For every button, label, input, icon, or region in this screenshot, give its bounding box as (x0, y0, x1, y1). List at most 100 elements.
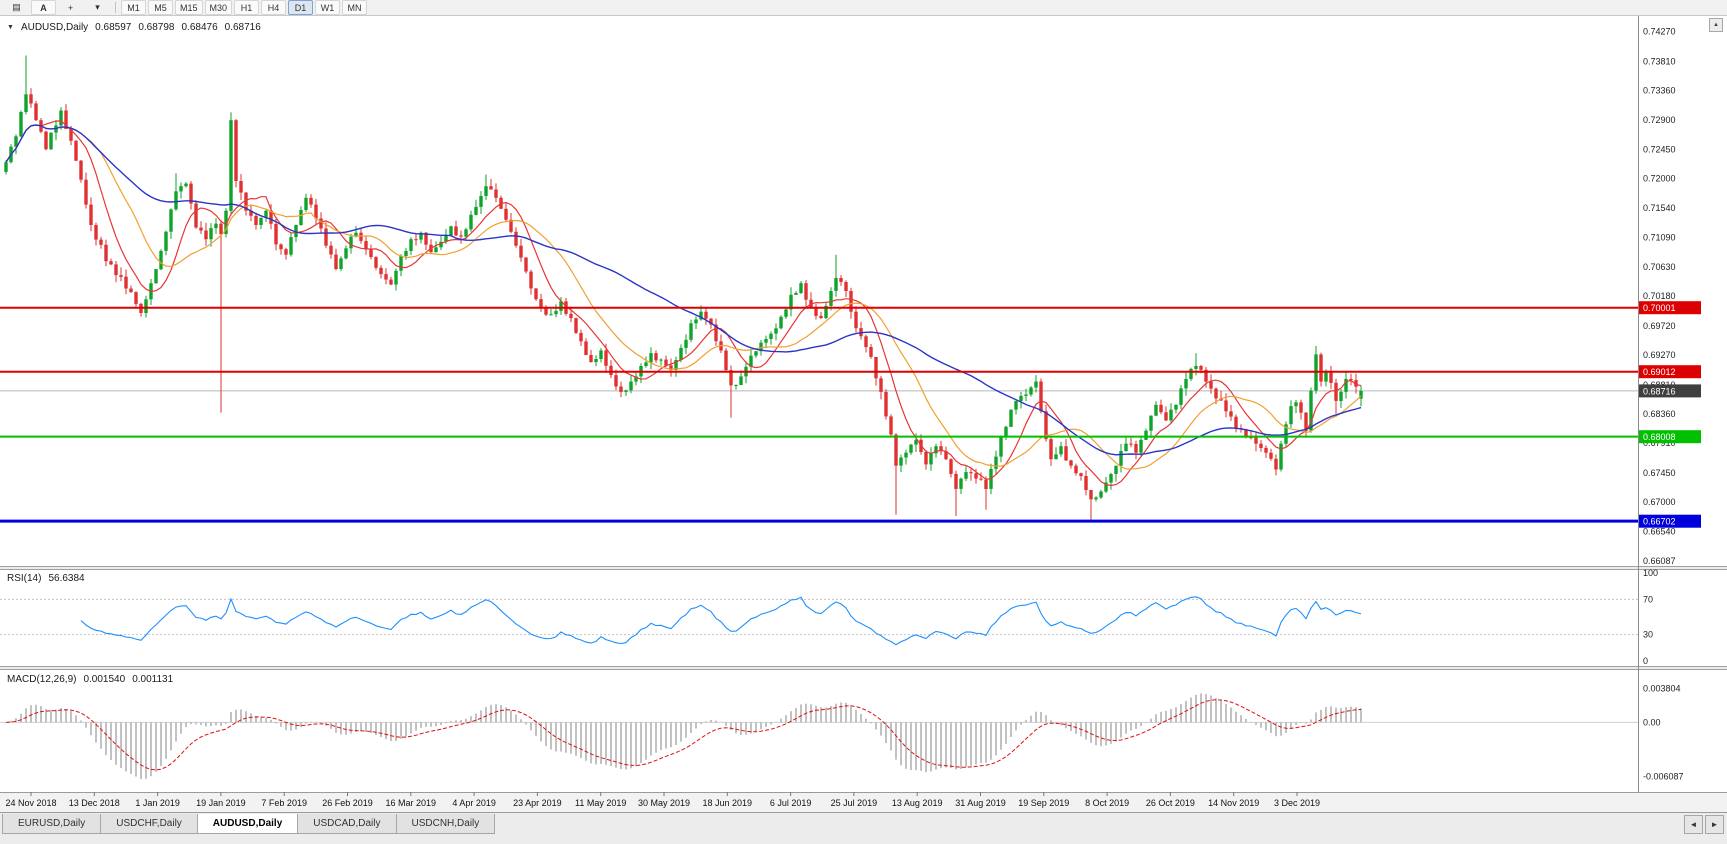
tabs-scroll-right-button[interactable]: ► (1705, 815, 1724, 834)
date-label: 26 Feb 2019 (322, 798, 373, 808)
date-label: 23 Apr 2019 (513, 798, 562, 808)
chart-tabs-bar: EURUSD,Daily USDCHF,Daily AUDUSD,Daily USDC… (0, 812, 1727, 844)
macd-tick-label: -0.006087 (1643, 772, 1684, 782)
ohlc-close-value: 0.68716 (224, 22, 261, 33)
date-label: 11 May 2019 (575, 798, 626, 808)
ohlc-low-value: 0.68476 (181, 22, 218, 33)
price-tick-label: 0.66087 (1643, 556, 1676, 566)
svg-text:0.68008: 0.68008 (1643, 432, 1676, 442)
date-label: 18 Jun 2019 (703, 798, 753, 808)
timeframe-button-m15[interactable]: M15 (175, 0, 203, 15)
macd-tick-label: 0.003804 (1643, 684, 1681, 694)
price-tick-label: 0.70630 (1643, 262, 1676, 272)
ma-8-line (5, 120, 1362, 487)
price-tick-label: 0.67000 (1643, 497, 1676, 507)
rsi-value: 56.6384 (48, 573, 85, 584)
rsi-line (80, 596, 1362, 646)
chart-tab-usdcnh[interactable]: USDCNH,Daily (395, 814, 496, 834)
timeframe-button-m1[interactable]: M1 (121, 0, 146, 15)
collapse-chart-icon[interactable]: ▼ (7, 24, 14, 31)
svg-text:0.66702: 0.66702 (1643, 517, 1676, 527)
timeframe-button-d1[interactable]: D1 (288, 0, 314, 15)
price-tag-0.70001 (1639, 301, 1701, 315)
chart-tab-eurusd[interactable]: EURUSD,Daily (2, 814, 102, 834)
price-tag-0.66702 (1639, 514, 1701, 528)
tabs-scroll-left-button[interactable]: ◄ (1684, 815, 1703, 834)
price-tick-label: 0.69720 (1643, 321, 1676, 331)
main-price-panel[interactable] (0, 55, 1638, 523)
chart-tab-usdcad[interactable]: USDCAD,Daily (297, 814, 397, 834)
rsi-indicator-label: RSI(14) 56.6384 (7, 573, 85, 584)
svg-text:0.68716: 0.68716 (1643, 386, 1676, 396)
date-label: 13 Dec 2018 (69, 798, 120, 808)
chart-window: 24 Nov 2018 13 Dec 2018 1 Jan 2019 19 Jan 2… (0, 16, 1727, 812)
price-tick-label: 0.71540 (1643, 203, 1676, 213)
price-tick-label: 0.66540 (1643, 527, 1676, 537)
ohlc-open-value: 0.68597 (95, 22, 132, 33)
date-label: 8 Oct 2019 (1085, 798, 1129, 808)
chart-window-icon[interactable]: ▤ (12, 2, 21, 12)
date-label: 7 Feb 2019 (261, 798, 307, 808)
tabs-scroll: ◄ ► (1684, 815, 1724, 834)
ohlc-high-value: 0.68798 (138, 22, 175, 33)
date-label: 25 Jul 2019 (831, 798, 878, 808)
date-label: 1 Jan 2019 (135, 798, 180, 808)
scroll-up-button[interactable]: ▲ (1709, 18, 1723, 32)
rsi-tick-label: 70 (1643, 594, 1653, 604)
price-tick-label: 0.70180 (1643, 291, 1676, 301)
crosshair-icon[interactable]: + (67, 2, 74, 13)
price-tick-label: 0.74270 (1643, 27, 1676, 37)
date-label: 30 May 2019 (638, 798, 690, 808)
date-label: 24 Nov 2018 (5, 798, 56, 808)
timeframe-button-w1[interactable]: W1 (315, 0, 341, 15)
price-tick-label: 0.73360 (1643, 85, 1676, 95)
chart-symbol-label: AUDUSD,Daily (20, 22, 89, 33)
chart-tab-usdchf[interactable]: USDCHF,Daily (100, 814, 198, 834)
date-label: 13 Aug 2019 (892, 798, 943, 808)
timeframe-button-h4[interactable]: H4 (261, 0, 287, 15)
macd-name: MACD(12,26,9) (7, 674, 77, 685)
date-label: 14 Nov 2019 (1208, 798, 1259, 808)
macd-panel[interactable] (0, 693, 1638, 779)
price-tag-0.68008 (1639, 430, 1701, 444)
ma-17-line (5, 124, 1362, 470)
date-label: 6 Jul 2019 (770, 798, 812, 808)
chart-canvas[interactable]: 24 Nov 2018 13 Dec 2018 1 Jan 2019 19 Jan 2… (0, 16, 1727, 812)
annotate-button[interactable]: A (31, 0, 56, 15)
svg-text:0.69012: 0.69012 (1643, 367, 1676, 377)
price-tick-label: 0.72900 (1643, 115, 1676, 125)
date-label: 4 Apr 2019 (452, 798, 496, 808)
timeframe-button-h1[interactable]: H1 (234, 0, 260, 15)
chevron-down-icon[interactable]: ▾ (95, 2, 100, 12)
rsi-panel[interactable] (0, 596, 1638, 646)
price-tick-label: 0.72000 (1643, 173, 1676, 183)
macd-main-value: 0.001540 (83, 674, 126, 685)
date-label: 26 Oct 2019 (1146, 798, 1195, 808)
timeframe-button-mn[interactable]: MN (342, 0, 368, 15)
rsi-name: RSI(14) (7, 573, 42, 584)
macd-indicator-label: MACD(12,26,9) 0.001540 0.001131 (7, 674, 173, 685)
date-label: 3 Dec 2019 (1274, 798, 1320, 808)
svg-text:0.70001: 0.70001 (1643, 303, 1676, 313)
ma-45-line (5, 124, 1362, 456)
timeframe-button-m5[interactable]: M5 (148, 0, 173, 15)
date-label: 19 Sep 2019 (1018, 798, 1069, 808)
macd-tick-label: 0.00 (1643, 717, 1661, 727)
macd-signal-value: 0.001131 (132, 674, 174, 685)
timeframe-buttons: M1 M5 M15 M30 H1 H4 D1 W1 MN (120, 0, 368, 15)
timeframe-button-m30[interactable]: M30 (204, 0, 233, 15)
chart-tabs: EURUSD,Daily USDCHF,Daily AUDUSD,Daily USDC… (0, 814, 1727, 834)
price-tag-0.69012 (1639, 365, 1701, 379)
price-tick-label: 0.71090 (1643, 232, 1676, 242)
price-tick-label: 0.69270 (1643, 350, 1676, 360)
rsi-tick-label: 100 (1643, 568, 1658, 578)
price-tick-label: 0.73810 (1643, 56, 1676, 66)
macd-signal-line (5, 699, 1362, 771)
chart-tab-audusd[interactable]: AUDUSD,Daily (196, 814, 299, 834)
time-axis (0, 792, 1727, 812)
top-toolbar: ▤ A + ▾ M1 M5 M15 M30 H1 H4 D1 W1 MN (0, 0, 1727, 16)
price-tick-label: 0.67450 (1643, 468, 1676, 478)
price-tick-label: 0.68360 (1643, 409, 1676, 419)
rsi-tick-label: 0 (1643, 656, 1648, 666)
